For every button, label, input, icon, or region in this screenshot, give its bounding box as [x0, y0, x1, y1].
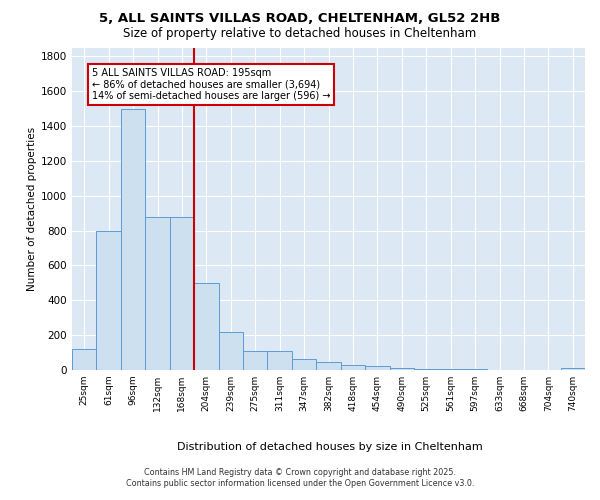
- Bar: [316, 362, 341, 370]
- Bar: [121, 108, 145, 370]
- Bar: [439, 369, 463, 370]
- Text: 5, ALL SAINTS VILLAS ROAD, CHELTENHAM, GL52 2HB: 5, ALL SAINTS VILLAS ROAD, CHELTENHAM, G…: [100, 12, 500, 26]
- Bar: [389, 368, 414, 370]
- Y-axis label: Number of detached properties: Number of detached properties: [27, 126, 37, 291]
- Bar: [243, 351, 268, 370]
- Bar: [72, 349, 97, 370]
- Bar: [341, 365, 365, 370]
- Text: Distribution of detached houses by size in Cheltenham: Distribution of detached houses by size …: [177, 442, 483, 452]
- Text: Size of property relative to detached houses in Cheltenham: Size of property relative to detached ho…: [124, 28, 476, 40]
- Text: 5 ALL SAINTS VILLAS ROAD: 195sqm
← 86% of detached houses are smaller (3,694)
14: 5 ALL SAINTS VILLAS ROAD: 195sqm ← 86% o…: [92, 68, 330, 100]
- Bar: [414, 369, 439, 370]
- Bar: [560, 368, 585, 370]
- Bar: [145, 216, 170, 370]
- Bar: [194, 283, 218, 370]
- Bar: [268, 351, 292, 370]
- Bar: [292, 358, 316, 370]
- Bar: [170, 216, 194, 370]
- Bar: [365, 366, 389, 370]
- Text: Contains HM Land Registry data © Crown copyright and database right 2025.
Contai: Contains HM Land Registry data © Crown c…: [126, 468, 474, 487]
- Bar: [218, 332, 243, 370]
- Bar: [97, 230, 121, 370]
